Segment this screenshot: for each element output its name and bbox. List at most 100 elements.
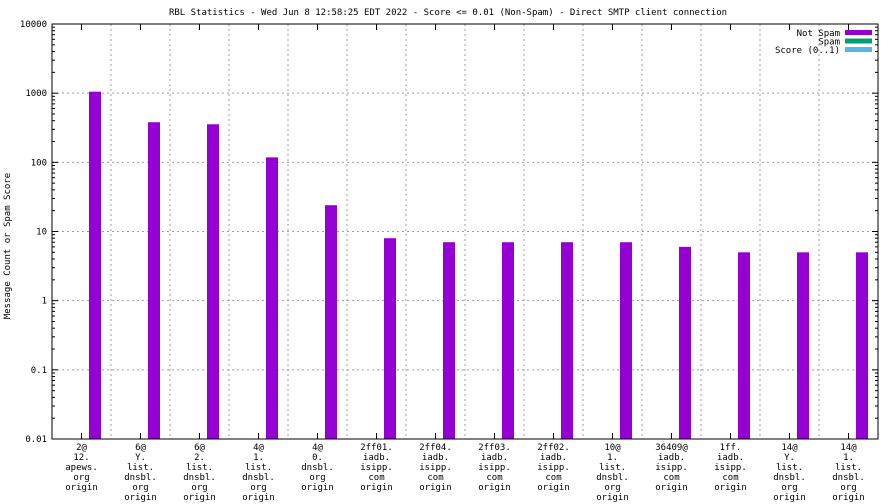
y-tick-label: 0.01 [25, 435, 47, 445]
x-tick-label: origin [537, 483, 570, 493]
x-tick-label: iadb. [363, 453, 390, 463]
x-tick-label: org [132, 483, 148, 493]
x-tick-label: origin [773, 493, 806, 503]
x-axis: 2@12.apews.orgorigin6@Y.list.dnsbl.orgor… [65, 24, 865, 503]
x-tick-label: origin [242, 493, 275, 503]
x-tick-label: org [73, 473, 89, 483]
legend-swatch [845, 47, 872, 52]
x-tick-label: origin [419, 483, 452, 493]
x-tick-label: origin [301, 483, 334, 493]
x-tick-label: dnsbl. [596, 473, 629, 483]
x-tick-label: list. [186, 463, 213, 473]
x-tick-label: com [427, 473, 443, 483]
x-tick-label: 36409@ [655, 443, 688, 453]
x-tick-label: 14@ [781, 443, 798, 453]
bars-layer [89, 91, 868, 440]
x-tick-label: 2. [194, 453, 205, 463]
y-tick-label: 0.1 [31, 366, 47, 376]
y-tick-label: 10000 [20, 20, 47, 30]
bar [207, 124, 219, 439]
y-tick-label: 1000 [25, 89, 47, 99]
x-tick-label: dnsbl. [773, 473, 806, 483]
x-tick-label: origin [596, 493, 629, 503]
legend-label: Score (0..1) [775, 46, 840, 56]
x-tick-label: 0. [312, 453, 323, 463]
x-tick-label: origin [124, 493, 157, 503]
x-tick-label: org [840, 483, 856, 493]
x-tick-label: 2@ [76, 443, 87, 453]
x-tick-label: dnsbl. [242, 473, 275, 483]
x-tick-label: org [191, 483, 207, 493]
x-tick-label: dnsbl. [301, 463, 334, 473]
bar [738, 252, 750, 439]
legend-label: Not Spam [797, 29, 840, 39]
x-tick-label: isipp. [360, 463, 393, 473]
x-tick-label: 12. [73, 453, 89, 463]
x-tick-label: Y. [135, 453, 146, 463]
x-tick-label: 6@ [194, 443, 205, 453]
x-tick-label: com [368, 473, 384, 483]
x-tick-label: 2ff04. [419, 443, 452, 453]
bar [620, 242, 632, 439]
x-tick-label: isipp. [537, 463, 570, 473]
x-tick-label: org [781, 483, 797, 493]
x-tick-label: iadb. [717, 453, 744, 463]
x-tick-label: com [545, 473, 561, 483]
bar [148, 122, 160, 440]
x-tick-label: origin [714, 483, 747, 493]
x-tick-label: com [663, 473, 679, 483]
legend-label: Spam [818, 38, 840, 48]
x-tick-label: com [722, 473, 738, 483]
x-tick-label: Y. [784, 453, 795, 463]
x-tick-label: apews. [65, 463, 98, 473]
x-tick-label: dnsbl. [124, 473, 157, 483]
bar [679, 246, 691, 439]
bar [502, 242, 514, 439]
x-tick-label: isipp. [419, 463, 452, 473]
x-tick-label: isipp. [714, 463, 747, 473]
y-tick-label: 1 [42, 297, 47, 307]
y-axis-label: Message Count or Spam Score [3, 173, 13, 319]
x-tick-label: 4@ [253, 443, 264, 453]
x-tick-label: iadb. [481, 453, 508, 463]
x-tick-label: origin [360, 483, 393, 493]
x-tick-label: list. [776, 463, 803, 473]
x-tick-label: 2ff02. [537, 443, 570, 453]
bar [89, 91, 101, 439]
x-tick-label: 14@ [840, 443, 857, 453]
bar [443, 242, 455, 439]
x-tick-label: 4@ [312, 443, 323, 453]
x-tick-label: origin [832, 493, 865, 503]
x-tick-label: 1. [253, 453, 264, 463]
x-tick-label: com [486, 473, 502, 483]
plot-frame [51, 23, 879, 440]
x-tick-label: list. [245, 463, 272, 473]
x-tick-label: org [604, 483, 620, 493]
x-tick-label: isipp. [655, 463, 688, 473]
x-tick-label: origin [655, 483, 688, 493]
x-tick-label: isipp. [478, 463, 511, 473]
x-tick-label: org [250, 483, 266, 493]
bar [856, 252, 868, 439]
x-tick-label: iadb. [422, 453, 449, 463]
x-tick-label: iadb. [658, 453, 685, 463]
x-tick-label: list. [127, 463, 154, 473]
y-axis: 10000 1000 100 10 1 0.1 0.01 [20, 20, 878, 445]
x-tick-label: 1. [843, 453, 854, 463]
x-tick-label: dnsbl. [183, 473, 216, 483]
x-tick-label: 6@ [135, 443, 146, 453]
x-tick-label: 2ff03. [478, 443, 511, 453]
bar [266, 157, 278, 439]
x-tick-label: origin [65, 483, 98, 493]
gridlines [52, 24, 878, 439]
chart-title: RBL Statistics - Wed Jun 8 12:58:25 EDT … [169, 8, 727, 18]
x-tick-label: dnsbl. [832, 473, 865, 483]
x-tick-label: 1ff. [720, 443, 742, 453]
x-tick-label: org [309, 473, 325, 483]
bar [561, 242, 573, 439]
x-tick-label: 1. [607, 453, 618, 463]
x-tick-label: list. [835, 463, 862, 473]
x-tick-label: origin [183, 493, 216, 503]
